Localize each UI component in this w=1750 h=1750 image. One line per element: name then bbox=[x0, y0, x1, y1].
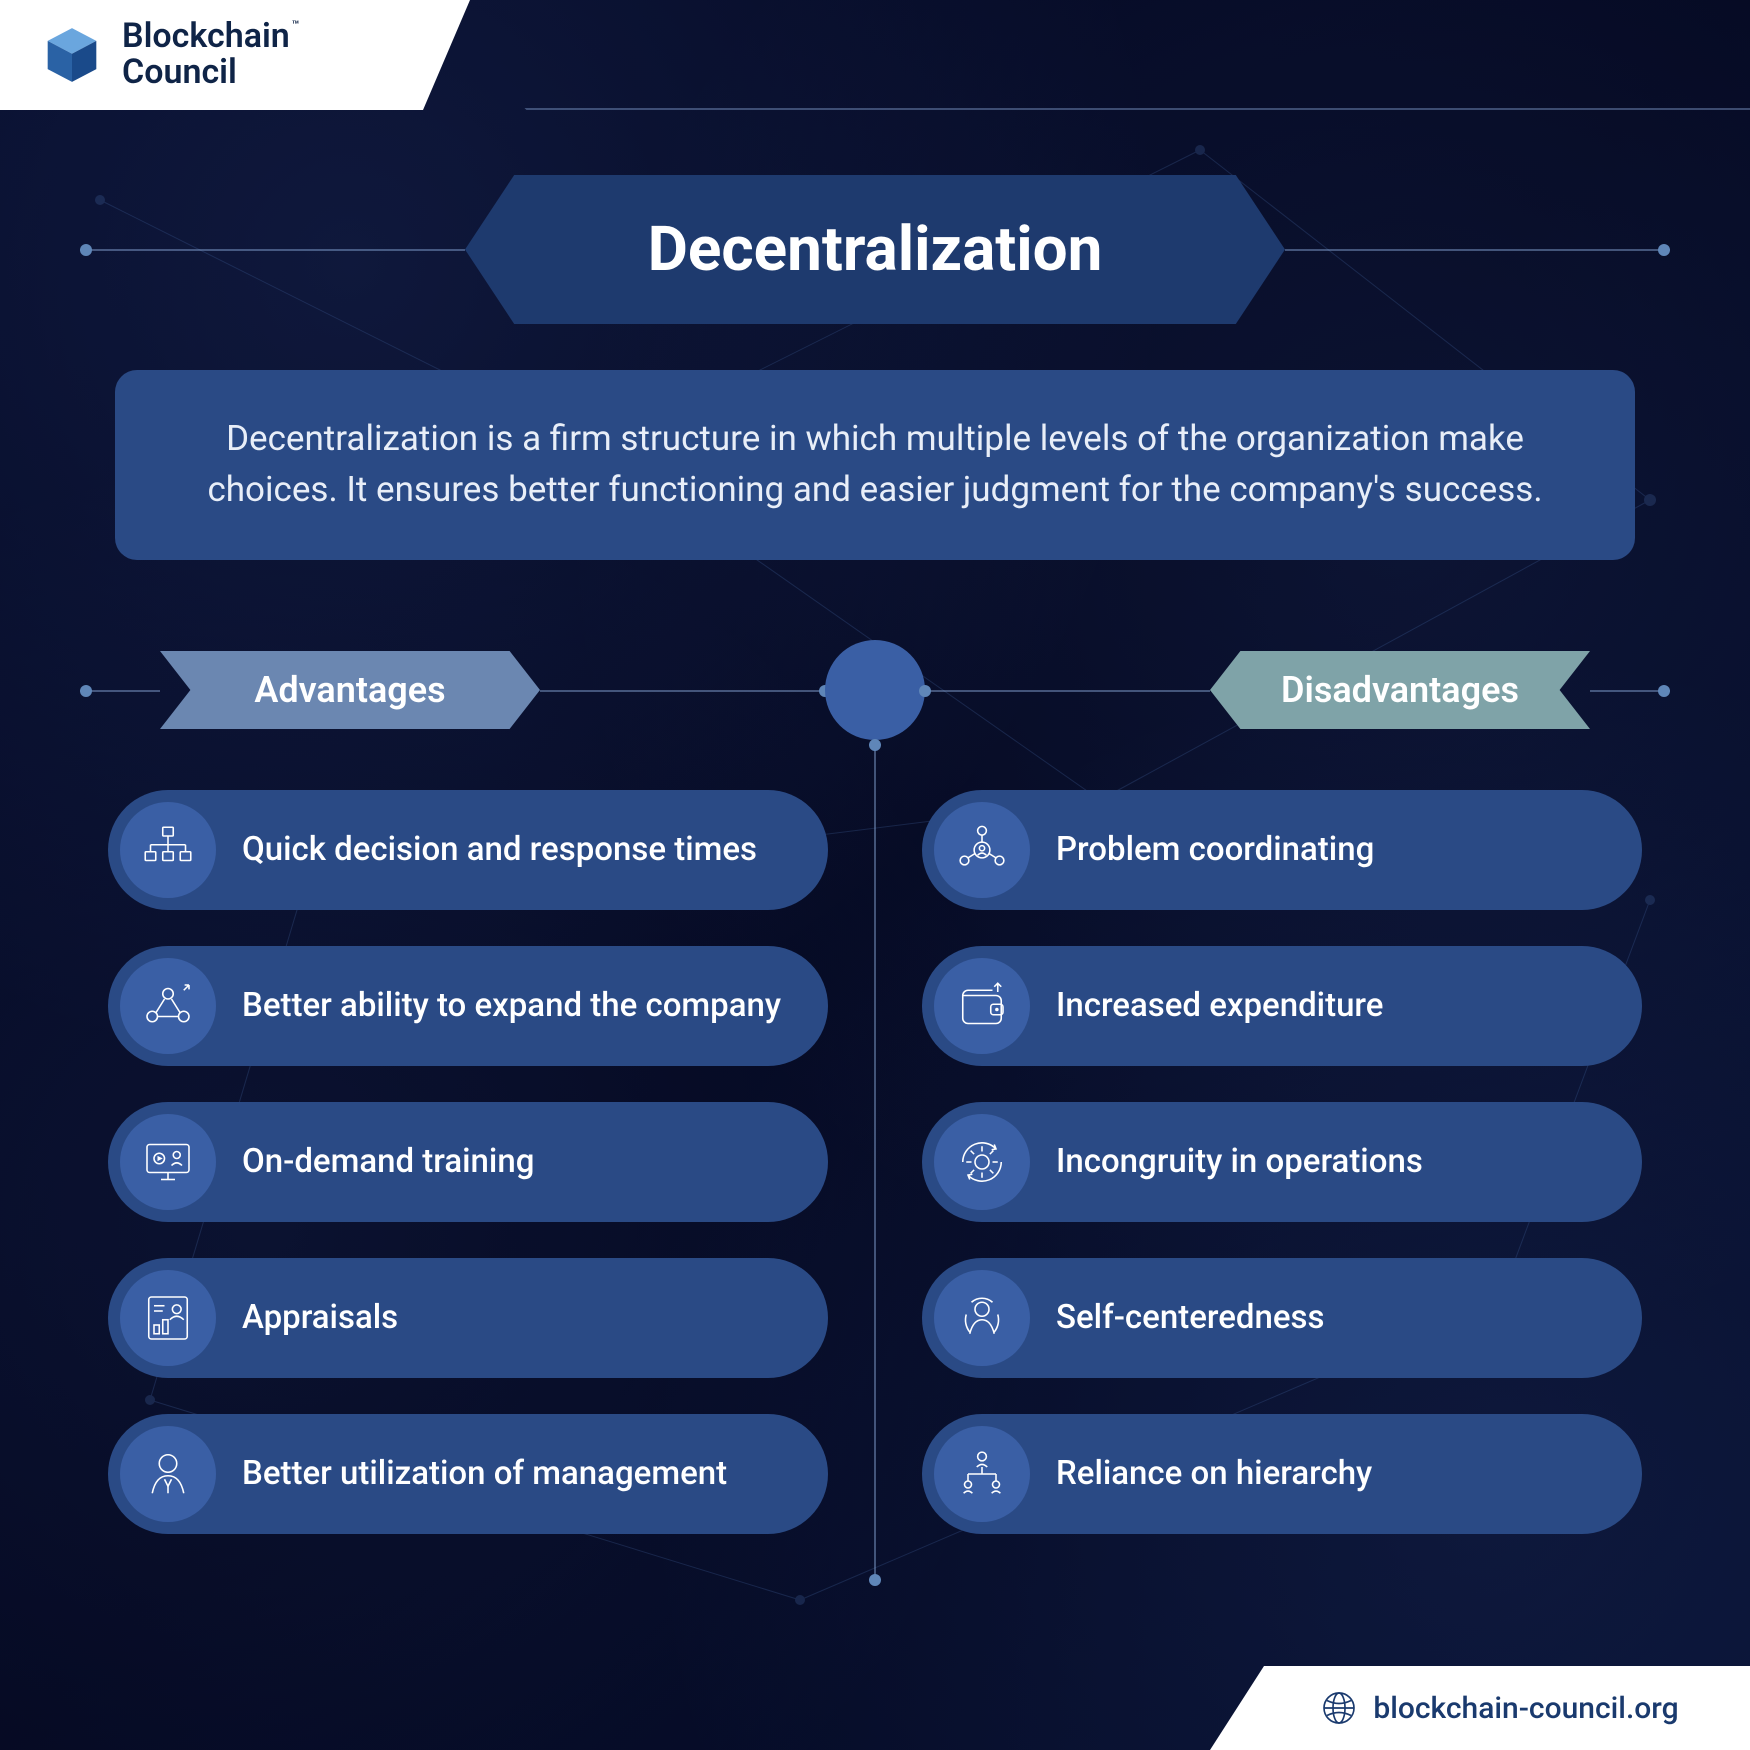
brand-line2: Council bbox=[122, 52, 237, 92]
training-screen-icon bbox=[120, 1114, 216, 1210]
cube-icon bbox=[40, 23, 104, 87]
advantage-item: On-demand training bbox=[108, 1102, 828, 1222]
expand-network-icon bbox=[120, 958, 216, 1054]
disadvantage-item: Problem coordinating bbox=[922, 790, 1642, 910]
connector-line bbox=[80, 690, 160, 692]
disadvantage-label: Increased expenditure bbox=[1056, 986, 1383, 1026]
vertical-divider bbox=[874, 745, 876, 1580]
disadvantages-column: Problem coordinating Increased expenditu… bbox=[922, 790, 1642, 1534]
connector-line bbox=[540, 690, 825, 692]
top-edge-divider bbox=[420, 0, 1750, 110]
advantage-label: Better utilization of management bbox=[242, 1454, 727, 1494]
advantages-column: Quick decision and response times Better… bbox=[108, 790, 828, 1534]
wallet-icon bbox=[934, 958, 1030, 1054]
advantage-item: Appraisals bbox=[108, 1258, 828, 1378]
advantage-item: Better ability to expand the company bbox=[108, 946, 828, 1066]
advantage-item: Better utilization of management bbox=[108, 1414, 828, 1534]
disadvantage-item: Incongruity in operations bbox=[922, 1102, 1642, 1222]
section-header-row: Advantages Disadvantages bbox=[80, 635, 1670, 745]
disadvantage-item: Self-centeredness bbox=[922, 1258, 1642, 1378]
advantage-label: Quick decision and response times bbox=[242, 830, 757, 870]
hierarchy-icon bbox=[934, 1426, 1030, 1522]
disadvantage-item: Increased expenditure bbox=[922, 946, 1642, 1066]
brand-name: Blockchain™ Council bbox=[122, 19, 299, 90]
trademark: ™ bbox=[292, 18, 300, 32]
page-title: Decentralization bbox=[465, 175, 1285, 324]
advantage-label: Better ability to expand the company bbox=[242, 986, 781, 1026]
self-center-icon bbox=[934, 1270, 1030, 1366]
globe-icon bbox=[1321, 1690, 1357, 1726]
description-box: Decentralization is a firm structure in … bbox=[115, 370, 1635, 560]
disadvantage-label: Problem coordinating bbox=[1056, 830, 1374, 870]
connector-line bbox=[1590, 690, 1670, 692]
advantages-header: Advantages bbox=[160, 651, 540, 729]
disadvantage-label: Self-centeredness bbox=[1056, 1298, 1325, 1338]
footer-link[interactable]: blockchain-council.org bbox=[1210, 1666, 1750, 1750]
connector-line bbox=[925, 690, 1210, 692]
center-node bbox=[825, 640, 925, 740]
title-line-right bbox=[1285, 249, 1670, 251]
title-line-left bbox=[80, 249, 465, 251]
manager-icon bbox=[120, 1426, 216, 1522]
disadvantage-item: Reliance on hierarchy bbox=[922, 1414, 1642, 1534]
people-network-icon bbox=[934, 802, 1030, 898]
advantage-label: Appraisals bbox=[242, 1298, 398, 1338]
title-row: Decentralization bbox=[80, 175, 1670, 324]
appraisal-icon bbox=[120, 1270, 216, 1366]
org-chart-icon bbox=[120, 802, 216, 898]
advantage-label: On-demand training bbox=[242, 1142, 534, 1182]
disadvantage-label: Incongruity in operations bbox=[1056, 1142, 1423, 1182]
gear-cycle-icon bbox=[934, 1114, 1030, 1210]
brand-logo-bar: Blockchain™ Council bbox=[0, 0, 470, 110]
disadvantage-label: Reliance on hierarchy bbox=[1056, 1454, 1372, 1494]
footer-url: blockchain-council.org bbox=[1373, 1691, 1678, 1726]
disadvantages-header: Disadvantages bbox=[1210, 651, 1590, 729]
brand-line1: Blockchain bbox=[122, 16, 290, 56]
advantage-item: Quick decision and response times bbox=[108, 790, 828, 910]
